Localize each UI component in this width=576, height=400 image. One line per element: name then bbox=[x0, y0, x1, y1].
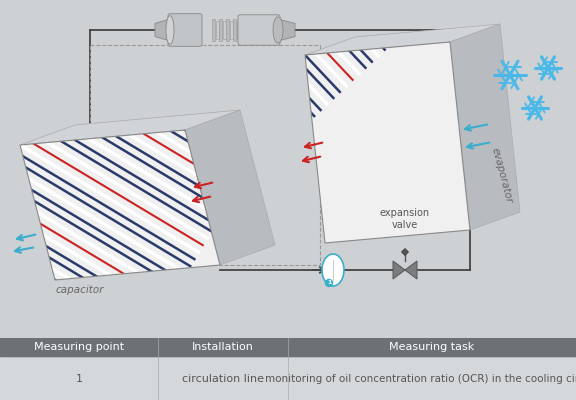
FancyBboxPatch shape bbox=[237, 21, 240, 39]
Polygon shape bbox=[305, 24, 500, 55]
Polygon shape bbox=[155, 19, 170, 41]
Polygon shape bbox=[450, 24, 520, 230]
Text: circulation line: circulation line bbox=[182, 374, 264, 384]
Polygon shape bbox=[278, 19, 295, 41]
Text: capacitor: capacitor bbox=[56, 285, 104, 295]
Polygon shape bbox=[405, 261, 417, 279]
Text: 1: 1 bbox=[327, 280, 331, 286]
Text: monitoring of oil concentration ratio (OCR) in the cooling circuit: monitoring of oil concentration ratio (O… bbox=[266, 374, 576, 384]
FancyBboxPatch shape bbox=[233, 19, 236, 41]
FancyBboxPatch shape bbox=[222, 21, 226, 39]
Circle shape bbox=[325, 280, 332, 286]
Polygon shape bbox=[20, 110, 240, 145]
Text: Measuring point: Measuring point bbox=[34, 342, 124, 352]
FancyBboxPatch shape bbox=[219, 19, 222, 41]
Text: evaporator: evaporator bbox=[490, 146, 514, 204]
Ellipse shape bbox=[322, 254, 344, 286]
FancyBboxPatch shape bbox=[226, 19, 229, 41]
Polygon shape bbox=[305, 42, 470, 243]
FancyBboxPatch shape bbox=[212, 19, 215, 41]
FancyBboxPatch shape bbox=[238, 15, 280, 45]
Text: Installation: Installation bbox=[192, 342, 254, 352]
FancyBboxPatch shape bbox=[215, 21, 219, 39]
FancyBboxPatch shape bbox=[0, 338, 576, 357]
Text: 1: 1 bbox=[75, 374, 82, 384]
FancyBboxPatch shape bbox=[229, 21, 233, 39]
Ellipse shape bbox=[273, 17, 283, 43]
Polygon shape bbox=[393, 261, 405, 279]
Polygon shape bbox=[20, 130, 220, 280]
Text: Measuring task: Measuring task bbox=[389, 342, 475, 352]
Text: expansion
valve: expansion valve bbox=[380, 208, 430, 230]
Polygon shape bbox=[185, 110, 275, 265]
Polygon shape bbox=[401, 248, 408, 256]
FancyBboxPatch shape bbox=[0, 357, 576, 400]
Ellipse shape bbox=[166, 16, 174, 44]
FancyBboxPatch shape bbox=[168, 14, 202, 46]
